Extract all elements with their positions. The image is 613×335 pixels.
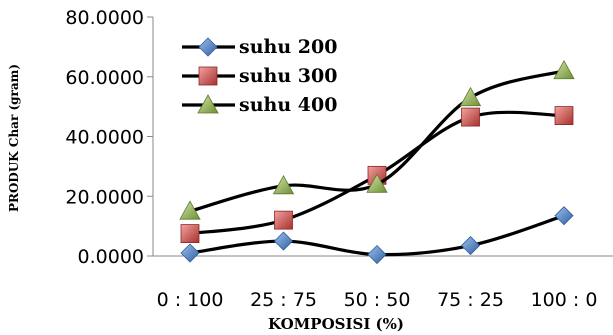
x-axis-title: KOMPOSISI (%): [268, 315, 404, 333]
x-tick-label: 100 : 0: [531, 289, 598, 311]
data-point-suhu-200: [460, 235, 481, 256]
legend-label-suhu-400: suhu 400: [239, 94, 337, 116]
data-point-suhu-400: [272, 174, 295, 195]
y-tick-labels: 0.0000 20.0000 40.0000 60.0000 80.0000: [65, 7, 153, 268]
x-axis: 0 : 100 25 : 75 50 : 50 75 : 25 100 : 0: [153, 255, 613, 311]
y-axis-title: PRODUK Char (gram): [7, 64, 21, 212]
legend-marker-suhu-300: [198, 66, 218, 86]
legend: suhu 200 suhu 300 suhu 400: [182, 36, 337, 116]
data-point-suhu-400: [366, 173, 388, 193]
y-tick-label: 20.0000: [65, 186, 144, 208]
data-point-suhu-200: [273, 231, 294, 251]
legend-label-suhu-300: suhu 300: [239, 65, 337, 87]
y-tick-label: 80.0000: [65, 7, 144, 29]
data-point-suhu-300: [180, 224, 200, 243]
legend-marker-suhu-200: [198, 37, 218, 57]
x-tick-label: 25 : 75: [250, 289, 317, 311]
data-point-suhu-300: [274, 210, 293, 230]
data-point-suhu-300: [461, 107, 480, 127]
x-tick-label: 75 : 25: [437, 289, 504, 311]
x-tick-labels: 0 : 100 25 : 75 50 : 50 75 : 25 100 : 0: [157, 289, 598, 311]
data-point-suhu-400: [553, 59, 575, 80]
data-point-suhu-300: [554, 106, 574, 125]
data-point-suhu-400: [459, 86, 482, 107]
y-tick-label: 40.0000: [65, 127, 144, 149]
y-tick-label: 0.0000: [78, 246, 144, 268]
data-point-suhu-200: [180, 243, 200, 263]
data-point-suhu-200: [367, 244, 387, 265]
plot-area: [179, 59, 575, 265]
data-point-suhu-200: [554, 206, 574, 226]
data-point-suhu-400: [179, 200, 201, 220]
x-tick-label: 0 : 100: [157, 289, 224, 311]
y-axis: 0.0000 20.0000 40.0000 60.0000 80.0000: [65, 7, 154, 268]
x-tick-label: 50 : 50: [344, 289, 411, 311]
legend-label-suhu-200: suhu 200: [239, 36, 337, 58]
legend-marker-suhu-400: [197, 94, 219, 114]
y-tick-label: 60.0000: [65, 67, 144, 89]
